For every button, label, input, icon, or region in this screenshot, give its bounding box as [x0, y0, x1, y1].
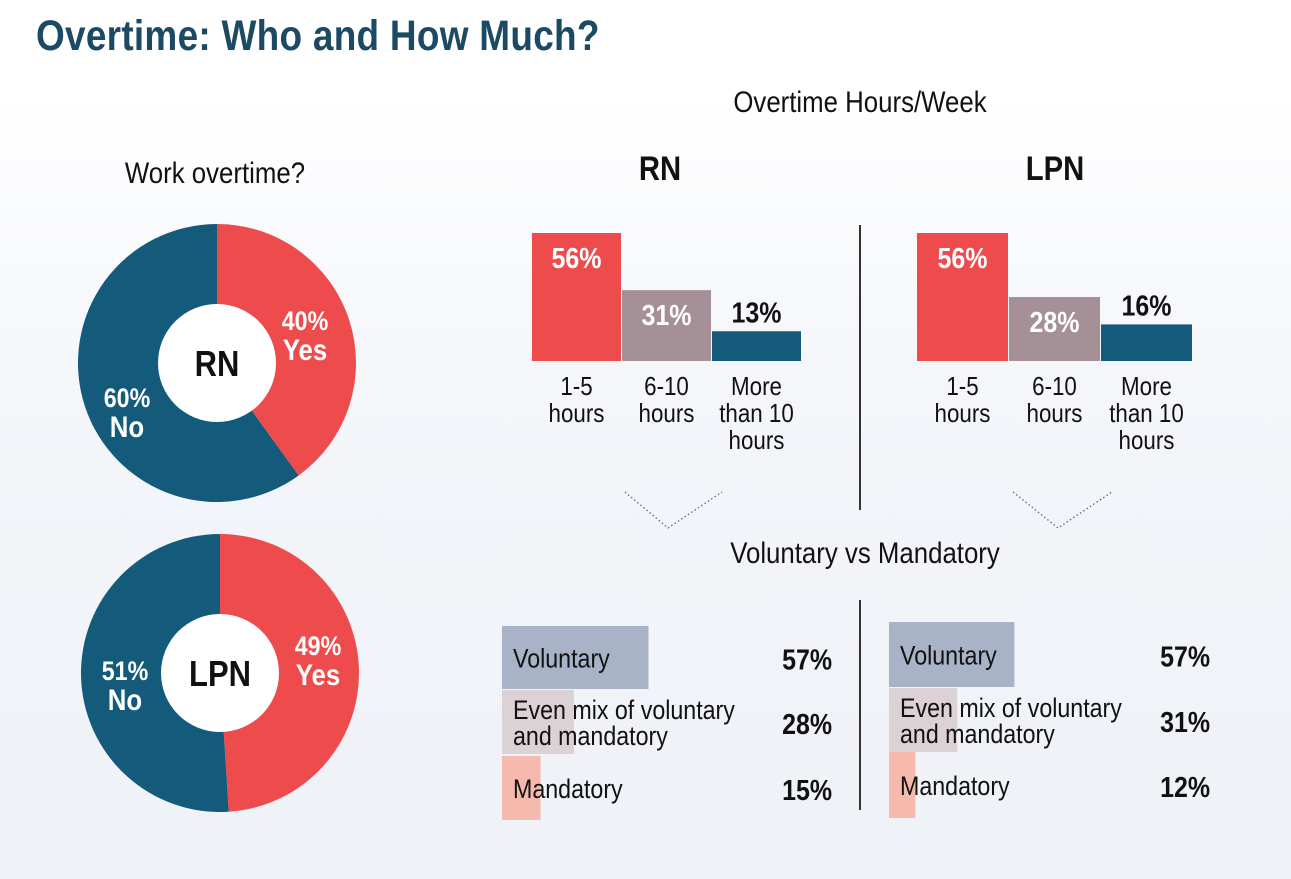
- rn-donut-hole: [158, 304, 276, 422]
- lpn-mode-value-label: 12%: [1160, 771, 1210, 803]
- lpn-hours-title: LPN: [1025, 150, 1085, 188]
- rn-connector: [624, 491, 723, 529]
- lpn-mode-category-label: and mandatory: [900, 719, 1055, 749]
- lpn-no-slice: [81, 534, 229, 812]
- lpn-yes-text: Yes: [296, 658, 340, 691]
- lpn-connector: [1012, 491, 1113, 529]
- lpn-mode-bar: [889, 622, 1015, 687]
- rn-hours-bar-label: 13%: [732, 297, 782, 329]
- rn-no-text: No: [110, 410, 144, 443]
- lpn-mode-category-label: Voluntary: [900, 641, 997, 671]
- lpn-mode-category-label: Mandatory: [900, 771, 1010, 801]
- rn-hours-tick-label: hours: [729, 426, 785, 455]
- page-title: Overtime: Who and How Much?: [36, 12, 600, 60]
- hours-section-title: Overtime Hours/Week: [733, 86, 987, 119]
- rn-hours-tick-label: 6-10: [644, 372, 689, 401]
- lpn-mode-bar: [889, 752, 916, 818]
- lpn-hours-bar: [1101, 324, 1192, 361]
- rn-hours-bar-label: 31%: [642, 299, 692, 331]
- rn-mode-value-label: 57%: [782, 644, 832, 676]
- lpn-hours-bar: [917, 233, 1008, 361]
- rn-mode-category-label: Voluntary: [513, 644, 610, 674]
- rn-hours-tick-label: 1-5: [560, 372, 592, 401]
- lpn-yes-slice: [220, 534, 360, 812]
- lpn-donut-hole: [161, 614, 279, 732]
- rn-hours-bar: [532, 233, 621, 361]
- rn-mode-category-label: Even mix of voluntary: [513, 695, 735, 725]
- lpn-hours-tick-label: than 10: [1109, 399, 1184, 428]
- rn-hours-title: RN: [638, 150, 682, 188]
- rn-hours-bar: [622, 290, 711, 361]
- lpn-hours-tick-label: hours: [1027, 399, 1083, 428]
- lpn-hours-bar-label: 28%: [1030, 306, 1080, 338]
- rn-hours-tick-label: hours: [639, 399, 695, 428]
- hours-divider: [859, 225, 861, 510]
- lpn-mode-value-label: 57%: [1160, 641, 1210, 673]
- lpn-hours-tick-label: More: [1121, 372, 1172, 401]
- rn-mode-value-label: 15%: [782, 774, 832, 806]
- rn-yes-value: 40%: [282, 306, 328, 336]
- rn-mode-value-label: 28%: [782, 708, 832, 740]
- lpn-hours-tick-label: hours: [935, 399, 991, 428]
- lpn-mode-bar: [889, 688, 958, 752]
- lpn-hours-tick-label: hours: [1119, 426, 1175, 455]
- rn-mode-bar: [502, 690, 574, 754]
- rn-mode-bar: [502, 756, 541, 820]
- lpn-hours-tick-label: 1-5: [946, 372, 978, 401]
- rn-yes-text: Yes: [283, 333, 327, 366]
- lpn-hours-tick-label: 6-10: [1032, 372, 1077, 401]
- rn-no-value: 60%: [104, 383, 150, 413]
- rn-mode-category-label: and mandatory: [513, 721, 668, 751]
- lpn-donut-label: LPN: [189, 655, 251, 695]
- lpn-no-text: No: [108, 683, 142, 716]
- rn-hours-tick-label: More: [731, 372, 782, 401]
- rn-mode-category-label: Mandatory: [513, 774, 623, 804]
- mode-section-title: Voluntary vs Mandatory: [730, 537, 1000, 570]
- lpn-hours-bar: [1009, 297, 1100, 361]
- lpn-mode-category-label: Even mix of voluntary: [900, 693, 1122, 723]
- lpn-yes-value: 49%: [295, 631, 341, 661]
- lpn-mode-value-label: 31%: [1160, 706, 1210, 738]
- rn-mode-bar: [502, 626, 649, 689]
- rn-hours-bar-label: 56%: [552, 242, 602, 274]
- lpn-no-value: 51%: [102, 656, 148, 686]
- rn-hours-tick-label: than 10: [719, 399, 794, 428]
- rn-hours-tick-label: hours: [549, 399, 605, 428]
- rn-yes-slice: [217, 224, 356, 476]
- rn-donut-label: RN: [195, 345, 240, 385]
- rn-hours-bar: [712, 331, 801, 361]
- lpn-hours-bar-label: 16%: [1122, 290, 1172, 322]
- mode-divider: [859, 600, 861, 810]
- work-overtime-title: Work overtime?: [124, 157, 306, 190]
- lpn-hours-bar-label: 56%: [938, 242, 988, 274]
